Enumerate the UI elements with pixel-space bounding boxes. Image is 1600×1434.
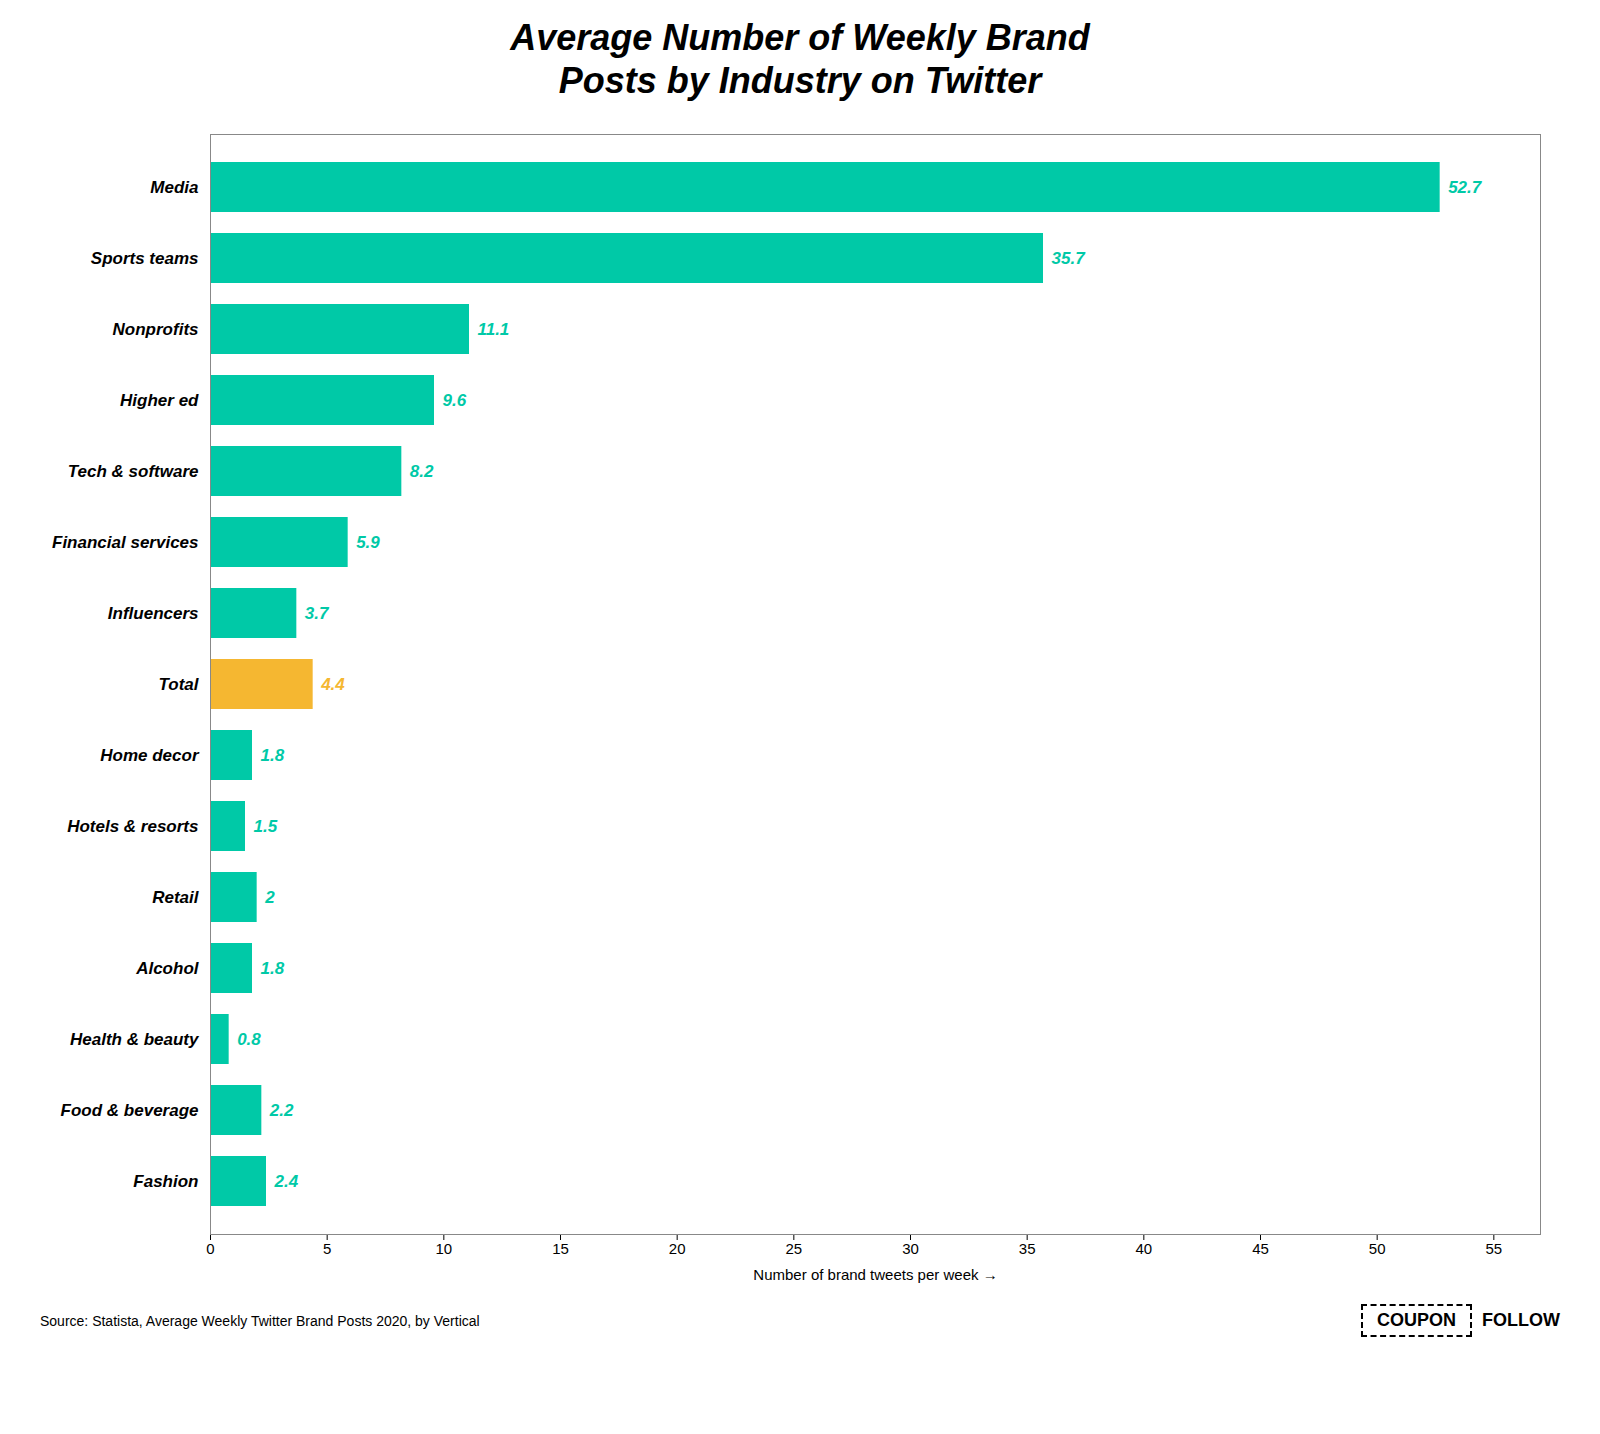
- svg-text:2.4: 2.4: [274, 1172, 299, 1191]
- svg-text:5: 5: [323, 1241, 331, 1258]
- html-text:COUPON: COUPON: [1377, 1310, 1456, 1331]
- svg-text:Food & beverage: Food & beverage: [61, 1101, 199, 1120]
- html-text:Source: Statista, Average Week: Source: Statista, Average Weekly Twitter…: [40, 1312, 480, 1329]
- svg-text:Hotels & resorts: Hotels & resorts: [67, 817, 198, 836]
- svg-text:20: 20: [669, 1241, 686, 1258]
- svg-text:1.8: 1.8: [261, 959, 285, 978]
- svg-text:3.7: 3.7: [305, 604, 330, 623]
- svg-text:35: 35: [1019, 1241, 1036, 1258]
- svg-text:15: 15: [552, 1241, 569, 1258]
- svg-text:5.9: 5.9: [356, 533, 380, 552]
- svg-text:50: 50: [1369, 1241, 1386, 1258]
- svg-text:2.2: 2.2: [269, 1101, 294, 1120]
- svg-text:40: 40: [1135, 1241, 1152, 1258]
- svg-text:Retail: Retail: [152, 888, 200, 907]
- svg-text:45: 45: [1252, 1241, 1269, 1258]
- html-text:FOLLOW: FOLLOW: [1482, 1310, 1560, 1331]
- svg-text:Higher ed: Higher ed: [120, 391, 199, 410]
- svg-text:Tech & software: Tech & software: [68, 462, 199, 481]
- svg-text:10: 10: [435, 1241, 452, 1258]
- svg-text:35.7: 35.7: [1052, 249, 1087, 268]
- svg-text:0.8: 0.8: [237, 1030, 261, 1049]
- svg-text:Health & beauty: Health & beauty: [70, 1030, 200, 1049]
- svg-text:8.2: 8.2: [410, 462, 434, 481]
- svg-text:25: 25: [785, 1241, 802, 1258]
- svg-text:Alcohol: Alcohol: [135, 959, 200, 978]
- svg-text:52.7: 52.7: [1448, 178, 1483, 197]
- svg-text:Home decor: Home decor: [100, 746, 200, 765]
- html-text:Average Number of Weekly Brand: Average Number of Weekly Brand Posts by …: [510, 17, 1090, 102]
- svg-text:Total: Total: [159, 675, 200, 694]
- svg-text:30: 30: [902, 1241, 919, 1258]
- svg-text:Media: Media: [150, 178, 198, 197]
- svg-text:2: 2: [264, 888, 275, 907]
- svg-text:0: 0: [206, 1241, 214, 1258]
- svg-text:1.8: 1.8: [261, 746, 285, 765]
- svg-text:4.4: 4.4: [320, 675, 345, 694]
- svg-text:1.5: 1.5: [254, 817, 278, 836]
- svg-text:Influencers: Influencers: [108, 604, 199, 623]
- svg-text:9.6: 9.6: [443, 391, 467, 410]
- svg-text:55: 55: [1485, 1241, 1502, 1258]
- svg-text:Number of brand tweets per wee: Number of brand tweets per week →: [753, 1266, 997, 1283]
- svg-text:Financial services: Financial services: [52, 533, 198, 552]
- svg-text:11.1: 11.1: [478, 320, 510, 339]
- svg-text:Sports teams: Sports teams: [91, 249, 199, 268]
- svg-text:Fashion: Fashion: [133, 1172, 198, 1191]
- svg-text:Nonprofits: Nonprofits: [113, 320, 199, 339]
